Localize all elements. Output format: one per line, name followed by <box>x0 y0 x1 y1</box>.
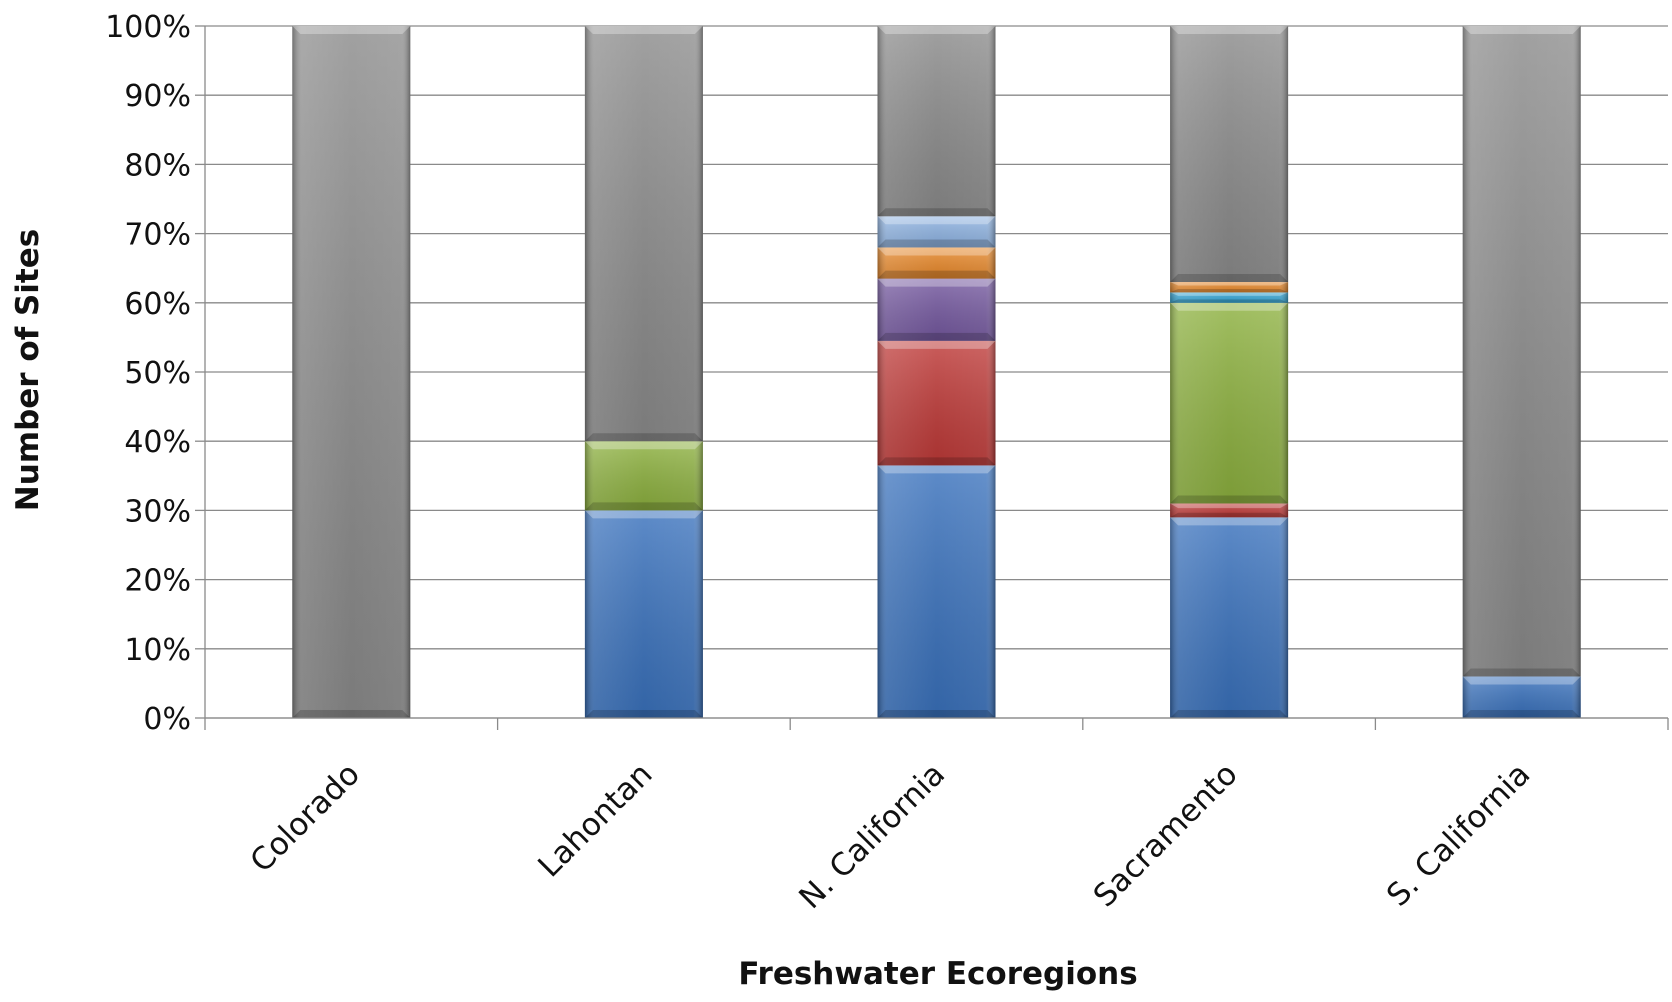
y-tick-label: 40% <box>124 425 191 460</box>
x-axis-title: Freshwater Ecoregions <box>738 956 1137 992</box>
bar-segment <box>877 340 996 466</box>
y-tick-label: 20% <box>124 564 191 599</box>
y-tick-label: 70% <box>124 218 191 253</box>
bar-segment <box>1170 302 1289 504</box>
bar-segment <box>1170 517 1289 718</box>
x-category-label: Lahontan <box>531 756 659 884</box>
bar-segment <box>877 465 996 718</box>
bar-segment <box>292 26 411 718</box>
bar-segment <box>584 26 703 442</box>
x-category-label: S. California <box>1380 756 1537 913</box>
bars <box>292 26 1581 718</box>
y-tick-label: 90% <box>124 79 191 114</box>
bar-segment <box>877 247 996 279</box>
y-tick-label: 60% <box>124 287 191 322</box>
bar-segment <box>1462 676 1581 718</box>
y-tick-label: 80% <box>124 148 191 183</box>
bar-segment <box>1170 26 1289 283</box>
y-axis-title: Number of Sites <box>10 229 46 511</box>
y-tick-label: 10% <box>124 633 191 668</box>
y-tick-label: 0% <box>143 702 191 737</box>
bar-segment <box>1170 503 1289 518</box>
bar-segment <box>1462 26 1581 677</box>
x-category-label: Colorado <box>244 756 367 879</box>
bar-segment <box>877 26 996 217</box>
bar-segment <box>1170 292 1289 303</box>
bar-segment <box>877 278 996 341</box>
x-category-label: Sacramento <box>1087 756 1245 914</box>
bar-segment <box>584 510 703 718</box>
bar-segment <box>584 441 703 511</box>
y-tick-label: 30% <box>124 494 191 529</box>
y-tick-label: 50% <box>124 356 191 391</box>
x-category-label: N. California <box>792 756 952 916</box>
bar-segment <box>1170 282 1289 293</box>
bar-segment <box>877 216 996 248</box>
y-tick-label: 100% <box>105 10 191 45</box>
